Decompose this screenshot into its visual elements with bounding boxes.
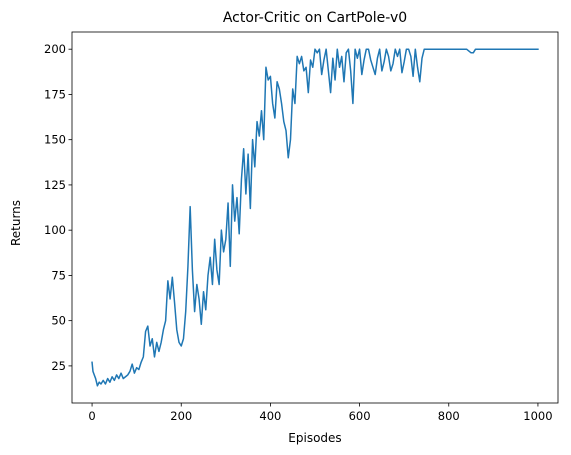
y-tick-label: 25 <box>51 359 66 373</box>
x-tick-label: 800 <box>438 409 460 423</box>
y-tick-label: 175 <box>44 87 66 101</box>
plot-frame <box>71 31 559 404</box>
plot-area <box>71 31 559 404</box>
x-axis-ticks: 0 200 400 600 800 1000 <box>88 403 553 423</box>
chart-title: Actor-Critic on CartPole-v0 <box>223 10 407 26</box>
y-tick-label: 200 <box>44 42 66 56</box>
x-tick-label: 0 <box>88 409 95 423</box>
y-tick-label: 75 <box>51 268 66 282</box>
x-tick-label: 600 <box>349 409 371 423</box>
x-tick-label: 200 <box>170 409 192 423</box>
x-tick-label: 400 <box>259 409 281 423</box>
x-axis-label: Episodes <box>288 431 341 445</box>
y-tick-label: 100 <box>44 223 66 237</box>
x-tick-label: 1000 <box>523 409 552 423</box>
y-tick-label: 50 <box>51 314 66 328</box>
y-tick-label: 150 <box>44 133 66 147</box>
y-axis-ticks: 25 50 75 100 125 150 175 200 <box>44 42 72 373</box>
y-tick-label: 125 <box>44 178 66 192</box>
y-axis-label: Returns <box>9 200 23 246</box>
returns-series-line <box>91 48 539 387</box>
